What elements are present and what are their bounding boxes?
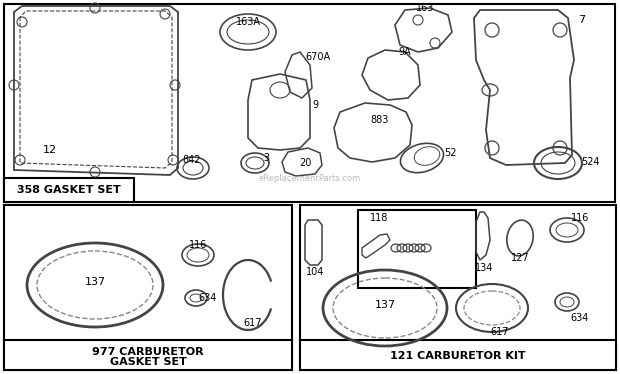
Text: 127: 127 [511,253,529,263]
Text: 163A: 163A [236,17,260,27]
Text: 670A: 670A [306,52,330,62]
Bar [300,205,616,370]
Text: 617: 617 [244,318,262,328]
Bar [4,340,292,370]
Text: 52: 52 [444,148,456,158]
Text: 121 CARBURETOR KIT: 121 CARBURETOR KIT [390,351,526,361]
Text: 163: 163 [416,3,434,13]
Text: 883: 883 [371,115,389,125]
Text: 634: 634 [199,293,217,303]
Bar [358,210,476,288]
Text: 634: 634 [571,313,589,323]
Ellipse shape [414,147,440,165]
Text: 12: 12 [43,145,57,155]
Text: GASKET SET: GASKET SET [110,357,187,367]
Bar [4,4,615,202]
Text: 116: 116 [571,213,589,223]
Text: 20: 20 [299,158,311,168]
Text: 104: 104 [306,267,324,277]
Text: 9A: 9A [399,47,412,57]
Text: 7: 7 [578,15,585,25]
Bar [4,178,134,202]
Text: 137: 137 [374,300,396,310]
Bar [300,340,616,370]
Text: 358 GASKET SET: 358 GASKET SET [17,185,121,195]
Text: 137: 137 [84,277,105,287]
Text: 9: 9 [312,100,318,110]
Text: eReplacementParts.com: eReplacementParts.com [259,174,361,183]
Text: 116: 116 [189,240,207,250]
Text: 3: 3 [263,153,269,163]
Bar [4,205,292,370]
Text: 977 CARBURETOR: 977 CARBURETOR [92,347,204,357]
Text: 842: 842 [183,155,202,165]
Text: 118: 118 [370,213,388,223]
Text: 524: 524 [581,157,600,167]
Text: 617: 617 [491,327,509,337]
Text: 134: 134 [475,263,493,273]
